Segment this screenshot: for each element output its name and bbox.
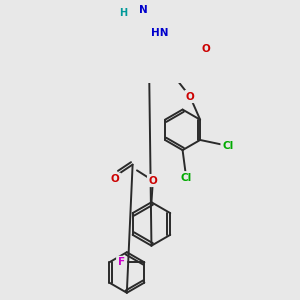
Text: HN: HN [151, 28, 168, 38]
Text: F: F [118, 257, 125, 267]
Text: O: O [111, 174, 120, 184]
Text: O: O [186, 92, 194, 101]
Text: O: O [202, 44, 210, 54]
Text: H: H [119, 8, 128, 17]
Text: O: O [148, 176, 157, 185]
Text: Cl: Cl [222, 141, 233, 151]
Text: Cl: Cl [181, 172, 192, 183]
Text: N: N [139, 4, 148, 15]
